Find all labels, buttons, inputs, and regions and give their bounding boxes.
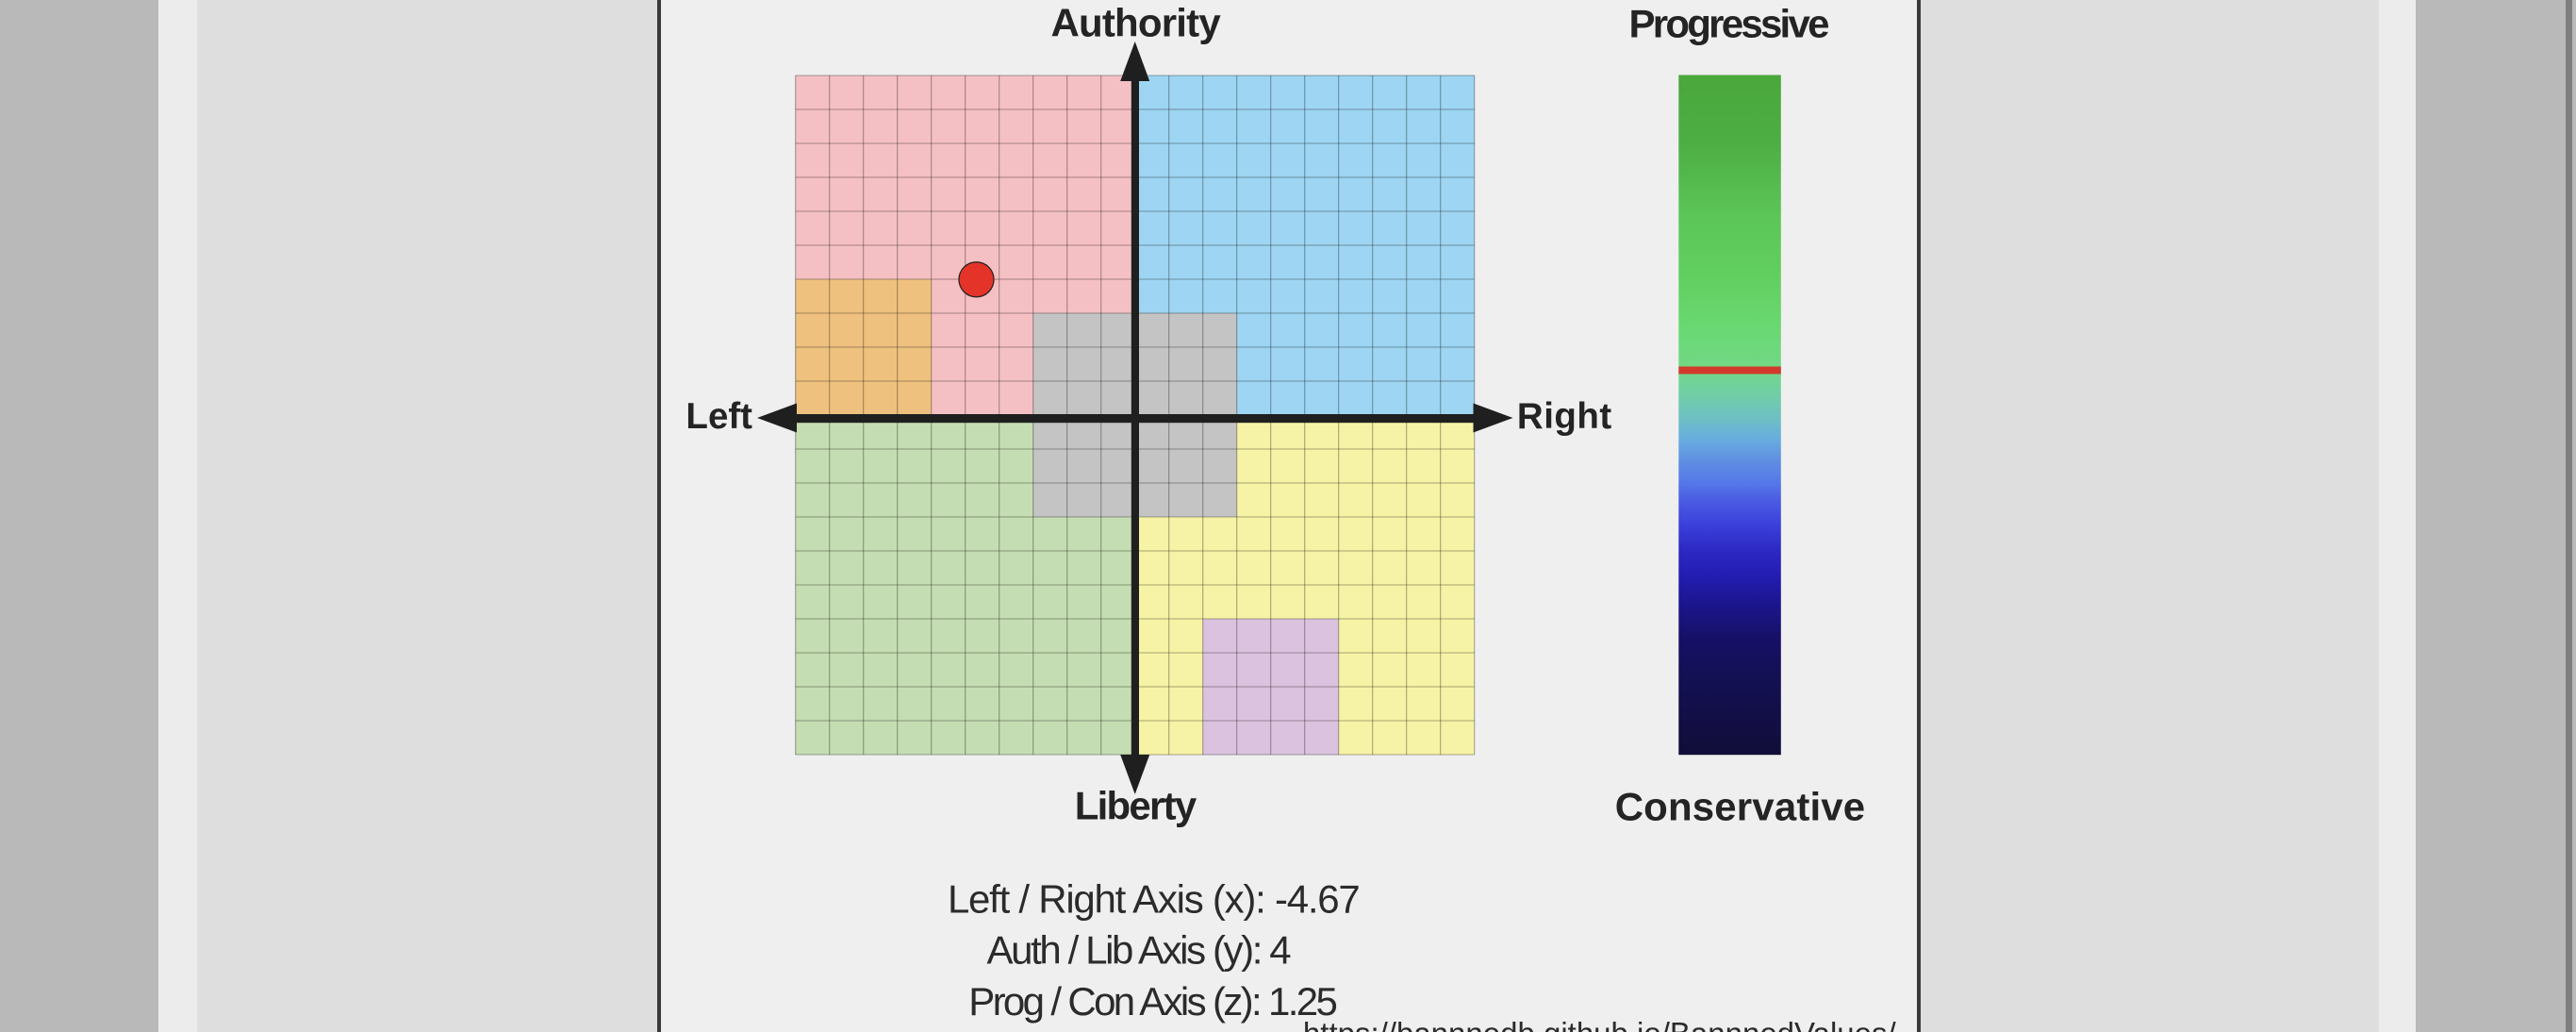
svg-text:https://bannnedb.github.io/Ban: https://bannnedb.github.io/BannnedValues…: [1303, 1016, 1897, 1032]
svg-text:Liberty: Liberty: [1075, 783, 1197, 827]
svg-text:Conservative: Conservative: [1615, 785, 1866, 829]
svg-text:Right: Right: [1517, 396, 1612, 437]
svg-text:Prog / Con Axis (z): 1.25: Prog / Con Axis (z): 1.25: [968, 979, 1336, 1024]
svg-text:Left: Left: [685, 396, 752, 437]
svg-text:Left / Right Axis (x): -4.67: Left / Right Axis (x): -4.67: [948, 877, 1360, 922]
svg-text:Auth / Lib Axis (y): 4: Auth / Lib Axis (y): 4: [987, 928, 1292, 973]
svg-text:Authority: Authority: [1050, 1, 1221, 45]
svg-text:Progressive: Progressive: [1628, 2, 1828, 46]
